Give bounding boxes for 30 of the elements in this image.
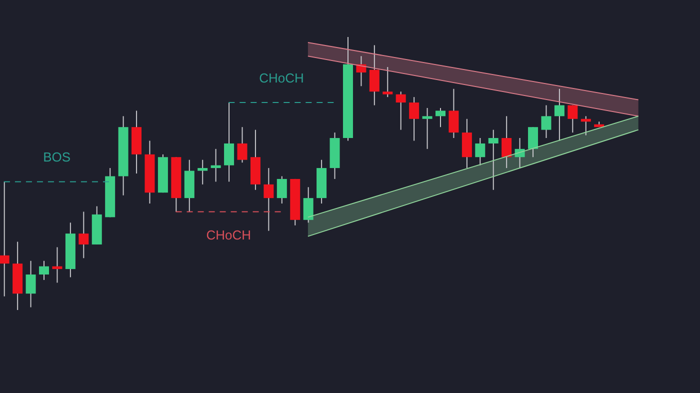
candlestick [528,126,538,158]
candlestick [264,168,274,232]
candlestick [26,260,36,308]
candlestick [396,91,406,130]
candlestick [276,176,287,204]
candlestick [448,88,459,139]
annotation: CHoCH [259,70,304,86]
candlestick [210,148,221,182]
candlestick [52,246,62,284]
candlestick [369,44,380,106]
candlestick [237,126,248,164]
candlestick [198,159,208,185]
candlestick [409,96,420,142]
candlestick [488,129,498,190]
candlestick [224,102,234,182]
candlestick [554,88,564,142]
annotation: BOS [43,150,71,165]
candlestick [303,186,314,224]
candlestick [39,260,50,280]
candlestick [0,181,10,297]
candlestick [78,211,89,259]
candlestick [422,107,432,150]
candlestick [436,107,446,128]
candlestick [541,104,552,139]
candlestick [568,104,578,134]
candlestick [502,116,512,169]
candlestick [475,138,486,166]
candlestick [580,116,591,136]
candlestick [382,66,393,98]
annotation: CHoCH [206,228,252,243]
